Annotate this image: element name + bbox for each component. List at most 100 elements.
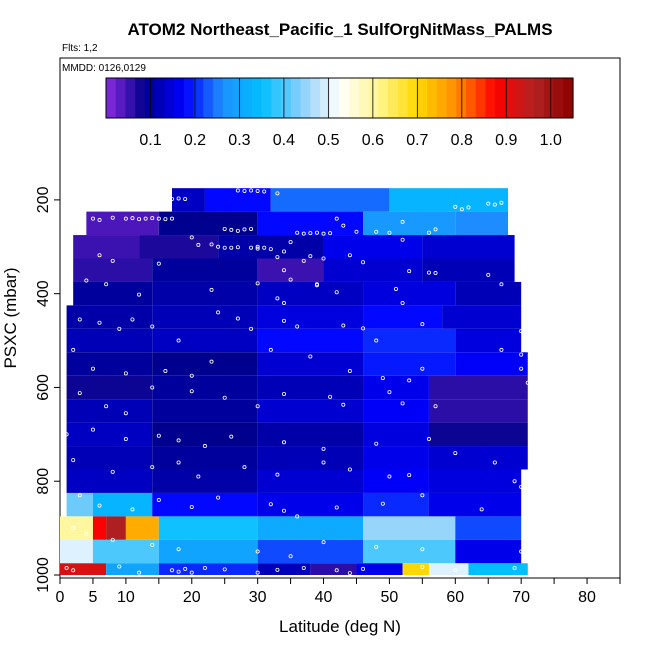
- colorbar-swatch: [388, 78, 399, 118]
- data-point: [110, 215, 115, 220]
- data-point: [400, 301, 405, 306]
- data-point: [216, 244, 221, 249]
- data-point: [110, 537, 115, 542]
- data-point: [426, 230, 431, 235]
- heatmap-cell: [152, 469, 258, 493]
- data-point: [123, 411, 128, 416]
- data-point: [459, 207, 464, 212]
- data-point: [380, 376, 385, 381]
- data-point: [189, 505, 194, 510]
- colorbar-swatch: [407, 78, 418, 118]
- colorbar-tick-label: 0.7: [406, 132, 428, 149]
- heatmap-cell: [60, 516, 93, 540]
- data-point: [288, 277, 293, 282]
- heatmap-cell: [363, 328, 456, 353]
- data-point: [433, 404, 438, 409]
- data-point: [453, 204, 458, 209]
- data-point: [499, 282, 504, 287]
- data-point: [499, 347, 504, 352]
- heatmap-cell: [257, 539, 364, 564]
- heatmap-cell: [66, 492, 93, 517]
- y-axis: 200 400 600 800 1000: [35, 186, 60, 593]
- data-point: [281, 268, 286, 273]
- data-point: [77, 317, 82, 322]
- colorbar: 0.1 0.2 0.3 0.4 0.5 0.6 0.7 0.8 0.9 1.0: [105, 77, 574, 149]
- y-tick-label: 400: [35, 280, 52, 307]
- data-point: [288, 554, 293, 559]
- data-point: [77, 493, 82, 498]
- data-point: [97, 320, 102, 325]
- data-point: [420, 547, 425, 552]
- data-point: [150, 216, 155, 221]
- data-point: [281, 440, 286, 445]
- data-point: [281, 392, 286, 397]
- x-tick-label: 60: [446, 589, 464, 606]
- colorbar-swatch: [106, 78, 117, 118]
- data-point: [242, 227, 247, 232]
- heatmap-cell: [363, 446, 429, 470]
- data-point: [288, 240, 293, 245]
- heatmap-cell: [158, 539, 258, 564]
- data-point: [77, 391, 82, 396]
- heatmap-cell: [66, 328, 153, 353]
- colorbar-swatch: [534, 78, 545, 118]
- heatmap-cell: [402, 563, 429, 575]
- data-point: [222, 245, 227, 250]
- data-point: [90, 216, 95, 221]
- heatmap-cell: [257, 352, 364, 376]
- data-point: [426, 270, 431, 275]
- data-point: [156, 433, 161, 438]
- heatmap-cell: [66, 422, 153, 447]
- data-point: [308, 354, 313, 359]
- x-tick-label: 30: [249, 589, 267, 606]
- data-point: [519, 329, 524, 334]
- heatmap-cell: [152, 258, 258, 282]
- colorbar-swatch: [281, 78, 292, 118]
- heatmap-cell: [92, 539, 159, 564]
- heatmap-cell: [66, 446, 153, 470]
- colorbar-swatch: [222, 78, 234, 118]
- data-point: [334, 568, 339, 573]
- heatmap-cell: [428, 422, 528, 447]
- heatmap-cell: [158, 563, 258, 575]
- data-point: [150, 542, 155, 547]
- data-point: [400, 237, 405, 242]
- heatmap-cell: [125, 516, 159, 540]
- data-point: [90, 427, 95, 432]
- data-point: [387, 474, 392, 479]
- data-point: [314, 283, 319, 288]
- heatmap-cell: [455, 516, 522, 540]
- heatmap-cell: [363, 492, 429, 517]
- data-point: [255, 246, 260, 251]
- data-point: [183, 566, 188, 571]
- data-point: [295, 514, 300, 519]
- heatmap-cell: [204, 188, 271, 212]
- data-point: [275, 191, 280, 196]
- data-point: [255, 404, 260, 409]
- heatmap-cell: [363, 516, 456, 540]
- heatmap-cell: [428, 492, 522, 517]
- colorbar-swatch: [310, 78, 321, 118]
- data-point: [420, 493, 425, 498]
- data-point: [183, 196, 188, 201]
- heatmap-cell: [428, 399, 528, 423]
- heatmap-cell: [363, 375, 429, 400]
- data-point: [499, 200, 504, 205]
- data-point: [123, 216, 128, 221]
- data-point: [380, 501, 385, 506]
- colorbar-swatch: [397, 78, 409, 118]
- heatmap-cell: [257, 399, 364, 423]
- data-point: [189, 570, 194, 575]
- heatmap-cell: [363, 281, 456, 306]
- data-point: [301, 565, 306, 570]
- x-tick-label: 5: [88, 589, 97, 606]
- heatmap-cell: [73, 281, 153, 306]
- heatmap-cell: [152, 352, 258, 376]
- data-point: [235, 228, 240, 233]
- data-point: [150, 465, 155, 470]
- data-point: [222, 226, 227, 231]
- heatmap-cell: [323, 235, 423, 259]
- data-point: [281, 301, 286, 306]
- data-point: [176, 460, 181, 465]
- data-point: [235, 188, 240, 193]
